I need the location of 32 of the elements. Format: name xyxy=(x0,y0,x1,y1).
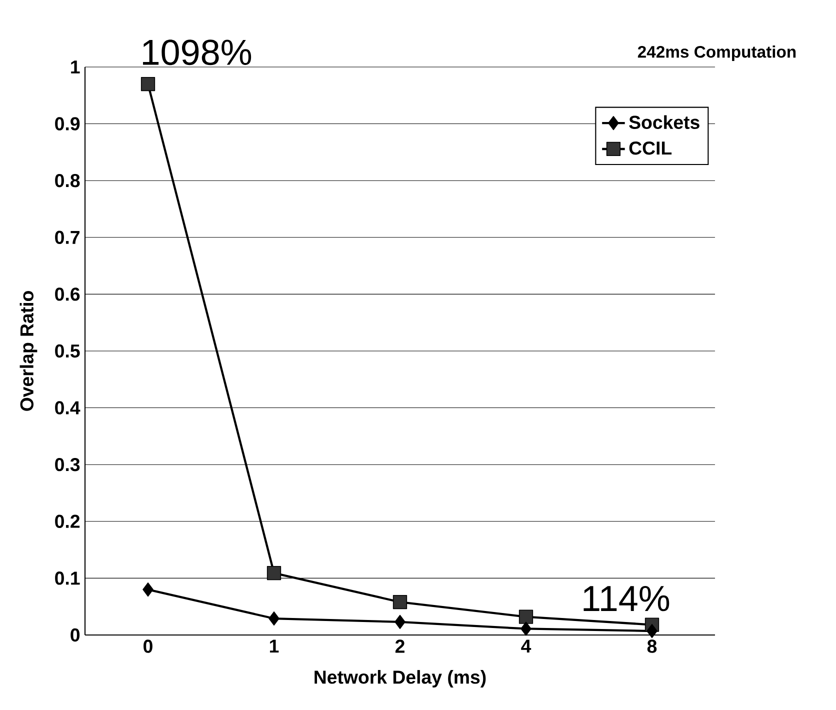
point xyxy=(646,624,658,638)
y-tick-label: 0.4 xyxy=(55,401,80,414)
y-tick-label: 0.2 xyxy=(55,514,80,528)
x-tick-label: 8 xyxy=(647,640,657,653)
y-tick-label: 0.5 xyxy=(55,344,80,358)
point xyxy=(520,622,532,636)
y-tick-label: 0.8 xyxy=(55,174,80,188)
point xyxy=(518,610,534,624)
y-tick-label: 0.7 xyxy=(55,230,80,244)
y-tick-label: 0.3 xyxy=(55,458,80,472)
x-axis-title: Network Delay (ms) xyxy=(314,670,486,688)
annotation: 114% xyxy=(584,586,670,612)
annotation: 1098% xyxy=(143,40,252,66)
legend-label: Sockets xyxy=(629,115,700,129)
point xyxy=(268,611,280,626)
point xyxy=(394,614,406,629)
y-tick-label: 0.9 xyxy=(55,117,80,130)
point xyxy=(142,582,154,597)
legend-label: CCIL xyxy=(629,141,672,155)
y-tick-label: 1 xyxy=(71,60,80,74)
x-tick-label: 2 xyxy=(395,640,404,653)
x-tick-label: 0 xyxy=(144,640,152,653)
y-axis-title: Overlap Ratio xyxy=(20,291,38,411)
chart-title: 242ms Computation xyxy=(638,46,796,62)
x-tick-label: 4 xyxy=(521,640,532,653)
point xyxy=(266,566,282,580)
y-tick-label: 0 xyxy=(70,628,80,642)
point xyxy=(140,76,156,92)
y-tick-label: 0.1 xyxy=(55,572,80,585)
x-tick-label: 1 xyxy=(270,640,279,653)
point xyxy=(392,594,408,610)
y-tick-label: 0.6 xyxy=(55,288,80,301)
